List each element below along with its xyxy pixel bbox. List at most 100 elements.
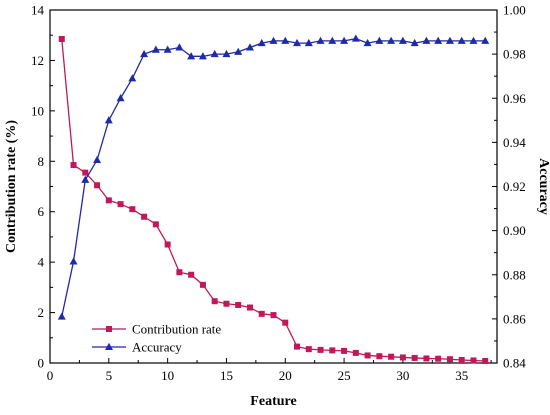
x-tick-label: 15 [220,368,233,383]
left-y-tick-label: 4 [38,255,45,270]
data-point [458,356,465,363]
data-point [70,162,77,169]
right-y-tick-label: 0.94 [503,135,526,150]
data-point [140,49,149,58]
data-point [176,269,183,276]
data-point [152,221,159,228]
right-y-tick-label: 0.84 [503,356,526,371]
data-point [234,47,243,55]
legend-marker-contribution [106,326,112,332]
data-point [410,38,419,47]
x-tick-label: 0 [47,368,54,383]
right-y-axis-title: Accuracy [536,158,550,215]
plot-frame [49,9,498,364]
data-point [282,319,289,326]
data-point [481,36,490,44]
right-y-tick-label: 0.86 [503,311,526,326]
left-y-tick-label: 0 [38,356,45,371]
series-contribution-rate [58,35,489,364]
data-point [363,38,372,47]
data-point [128,74,137,82]
data-point [245,43,254,51]
left-y-tick-label: 10 [31,103,44,118]
data-point [164,241,171,248]
x-tick-label: 30 [396,368,409,383]
data-point [269,36,278,44]
data-point [151,45,160,53]
data-point [58,35,65,42]
data-point [329,347,336,354]
data-point [69,257,78,265]
data-point [257,38,266,47]
data-point [94,182,101,189]
data-point [352,349,359,356]
data-point [141,213,148,220]
data-point [305,346,312,353]
data-point [422,36,431,44]
x-tick-label: 10 [161,368,174,383]
left-y-tick-label: 8 [38,154,45,169]
data-point [328,36,337,44]
left-y-axis-title: Contribution rate (%) [4,120,19,253]
data-point [246,304,253,311]
data-point [376,353,383,360]
data-point [222,49,231,58]
legend-label-contribution: Contribution rate [132,322,221,337]
data-point [116,94,125,102]
left-y-axis-ticks: 0 2 4 6 8 10 12 14 [31,3,55,371]
data-point [198,52,207,60]
data-point [210,49,219,58]
data-point [399,354,406,361]
data-point [482,357,489,364]
left-y-tick-label: 12 [31,53,44,68]
x-tick-label: 25 [338,368,351,383]
data-point [470,357,477,364]
right-y-tick-label: 0.90 [503,223,526,238]
data-point [258,310,265,317]
data-point [188,271,195,278]
data-point [340,36,349,44]
data-point [446,356,453,363]
data-point [423,355,430,362]
data-point [93,155,102,164]
left-y-tick-label: 2 [38,305,45,320]
data-point [270,312,277,319]
x-tick-label: 5 [106,368,113,383]
right-y-axis-ticks: 0.84 0.86 0.88 0.90 0.92 0.94 0.96 0.98 1.00 [492,3,526,371]
data-point [388,353,395,360]
data-point [398,36,407,44]
data-point [469,36,478,44]
x-tick-label: 20 [279,368,292,383]
data-point [351,34,360,42]
series-line [61,38,486,317]
data-point [187,52,196,60]
data-point [364,352,371,359]
data-point [434,36,443,44]
data-point [175,43,184,51]
series-layer [57,34,490,364]
right-y-tick-label: 0.98 [503,47,526,62]
legend: Contribution rate Accuracy [92,322,221,355]
data-point [445,36,454,44]
plot-border [49,9,498,364]
series-accuracy [57,34,490,320]
x-axis-ticks: 0 5 10 15 20 25 30 35 [47,358,492,383]
data-point [435,355,442,362]
data-point [457,36,466,44]
data-point [82,169,89,176]
data-point [129,206,136,213]
data-point [375,36,384,44]
data-point [304,38,313,47]
data-point [294,343,301,350]
data-point [387,36,396,44]
data-point [223,300,230,307]
data-point [281,36,290,44]
legend-marker-accuracy [105,342,113,350]
data-point [411,354,418,361]
data-point [293,38,302,47]
right-y-tick-label: 0.88 [503,267,526,282]
data-point [316,36,325,44]
data-point [105,197,112,204]
data-point [104,116,113,124]
